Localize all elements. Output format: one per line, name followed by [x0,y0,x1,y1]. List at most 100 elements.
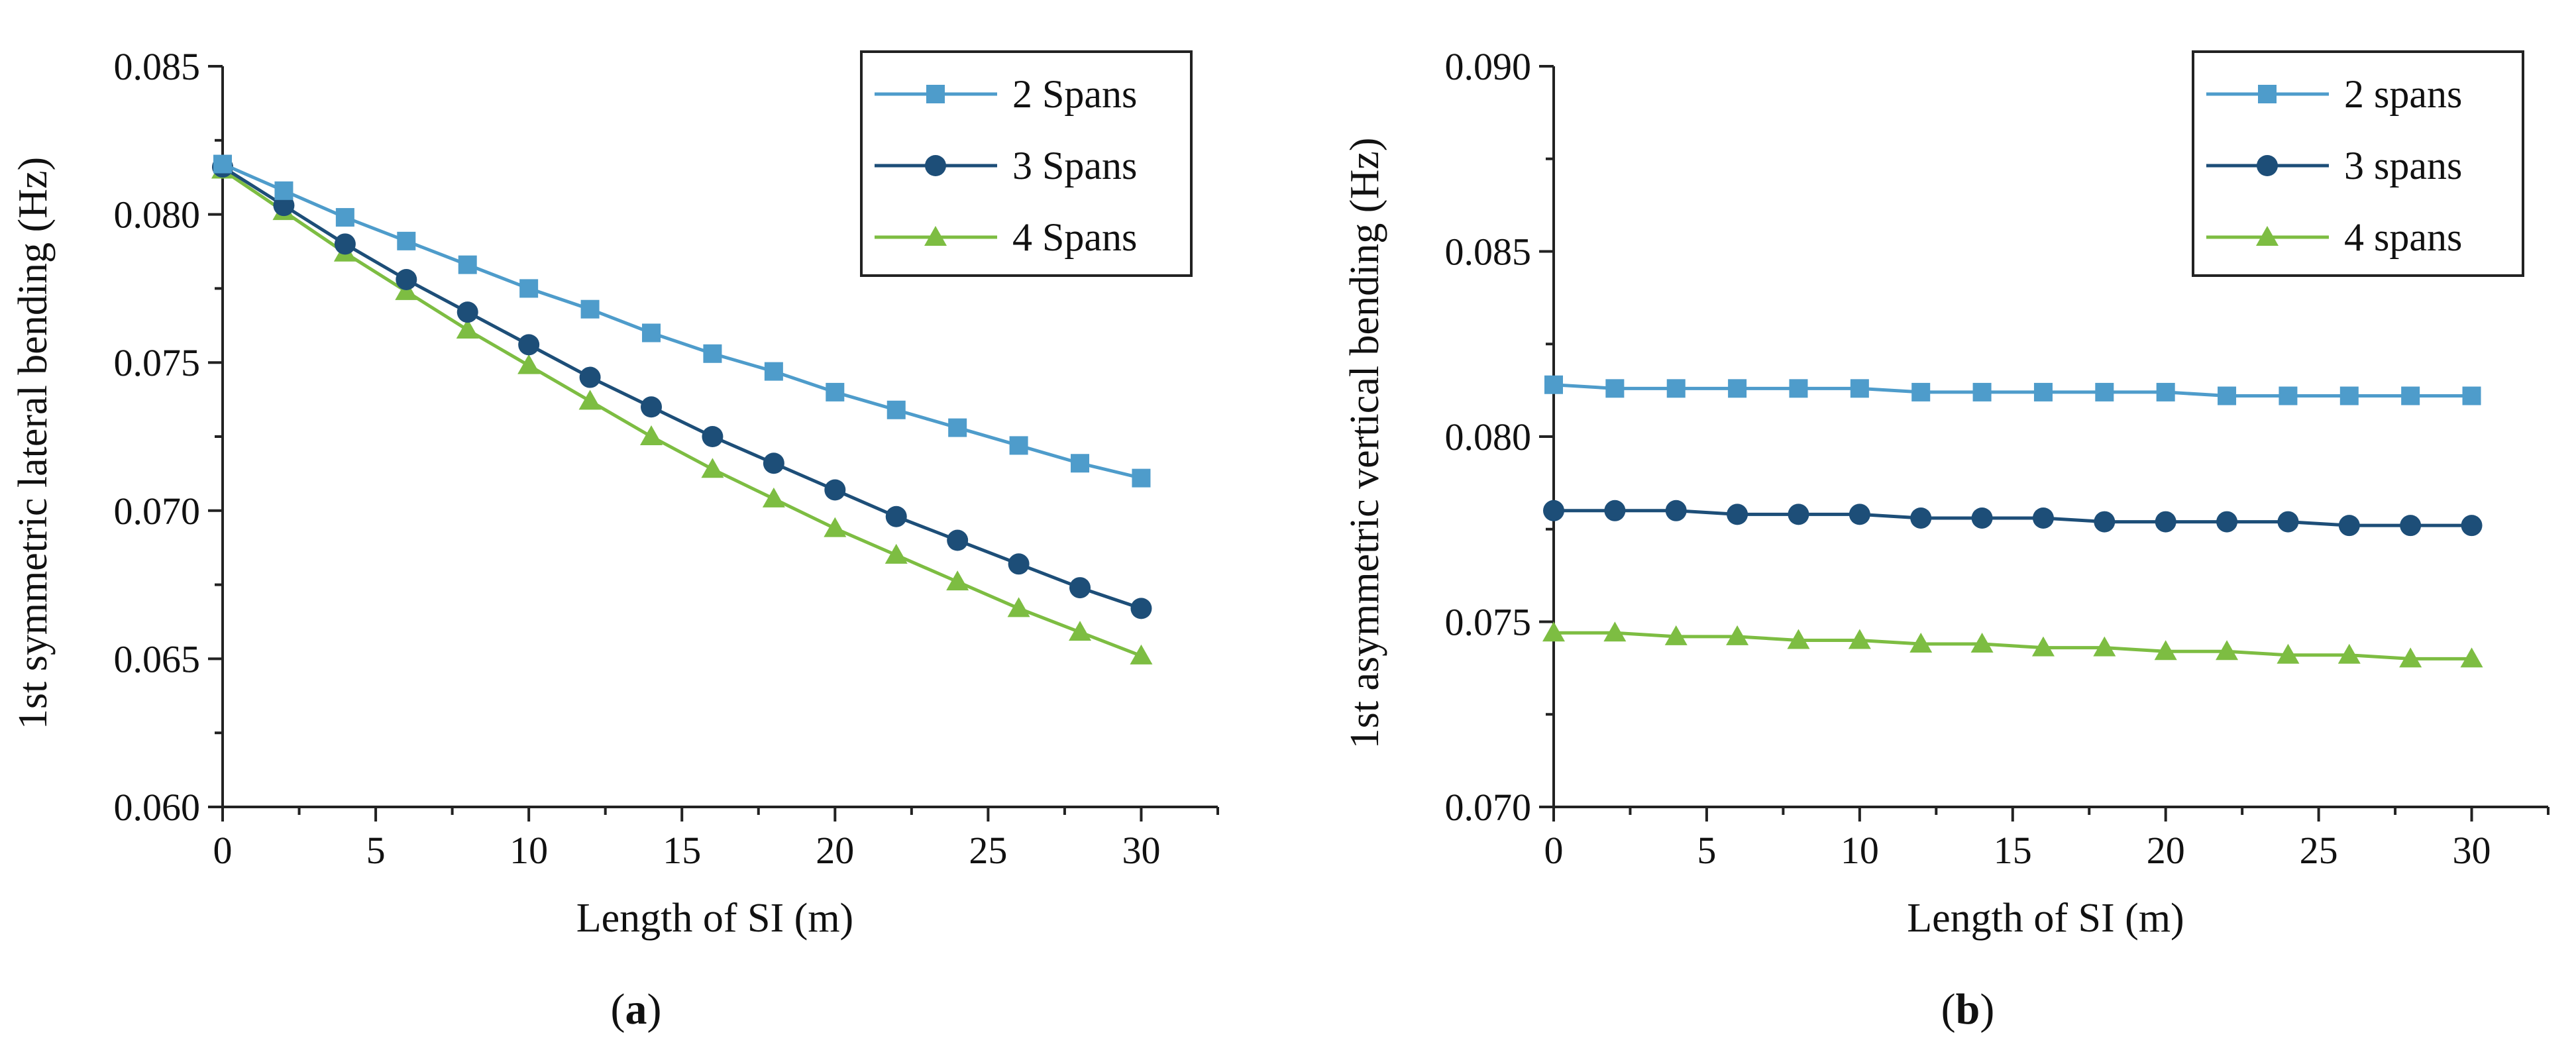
data-point [274,181,294,200]
data-point [1787,629,1810,649]
y-tick-label: 0.070 [1445,786,1532,829]
x-tick-label: 10 [510,829,548,872]
data-point [1008,553,1030,575]
data-point [2277,511,2299,533]
y-tick-label: 0.065 [114,637,201,680]
data-point [1789,379,1808,398]
data-point [2156,382,2175,401]
data-point [2031,636,2055,657]
data-point [2279,386,2298,405]
data-point [1850,379,1869,398]
data-point [826,382,845,401]
data-point [458,255,477,274]
data-point [1007,597,1030,617]
y-axis-title: 1st asymmetric vertical bending (Hz) [1342,138,1387,749]
y-tick-label: 0.080 [1445,415,1532,458]
x-tick-label: 25 [969,829,1007,872]
y-tick-label: 0.070 [114,490,201,533]
y-tick-label: 0.080 [114,193,201,237]
data-point [273,195,295,217]
data-point [640,425,663,445]
data-point [885,543,908,564]
data-point [2337,643,2361,664]
data-point [702,426,724,447]
data-point [1909,633,1933,653]
data-point [1543,500,1564,521]
data-point [1071,454,1090,473]
y-axis-title: 1st symmetric lateral bending (Hz) [11,157,56,729]
data-point [1130,598,1152,619]
data-point [1132,468,1151,488]
y-tick-label: 0.085 [1445,231,1532,274]
data-point [1544,375,1563,394]
panel-caption: (b) [1941,985,1995,1034]
data-point [2338,515,2360,537]
data-point [2339,386,2359,405]
series-triangle [1542,621,2483,668]
data-point [2093,636,2116,657]
data-point [824,479,846,501]
series-line [221,165,1142,610]
data-point [2154,640,2177,661]
data-point [1972,382,1992,401]
x-tick-label: 0 [213,829,233,872]
data-point [579,366,601,388]
data-point [1069,621,1092,641]
x-tick-label: 30 [1122,829,1160,872]
data-point [1971,507,1993,529]
x-tick-label: 0 [1544,829,1564,872]
data-point [1970,633,1994,653]
panel-caption-letter: b [1956,985,1980,1034]
data-point [1664,625,1688,645]
chart-panel-b: 0 5 10 15 20 25 30 0.070 0.075 0.080 0.085 0.090 Len… [1342,45,2549,1034]
data-point [2032,507,2054,529]
data-point [1788,504,1809,525]
x-tick-label: 20 [816,829,854,872]
data-point [2095,382,2114,401]
x-tick-label: 5 [1697,829,1716,872]
data-point [1069,577,1091,599]
series-circle [212,156,1152,619]
legend-label: 2 Spans [1012,72,1137,116]
data-point [578,390,602,410]
series-circle [1543,500,2483,537]
data-point [642,323,661,343]
y-tick-label: 0.090 [1445,45,1532,88]
legend-item: 2 spans [2206,72,2462,116]
data-point [2277,643,2300,664]
data-point [948,418,967,437]
legend-label: 4 Spans [1012,215,1137,259]
legend-marker [2258,85,2277,103]
x-tick-label: 5 [366,829,386,872]
chart-panel-a: 0 5 10 15 20 25 30 0.060 0.065 0.070 0.075 0.080 0.0… [11,45,1219,1034]
legend-item: 3 Spans [875,144,1137,187]
y-tick-label: 0.085 [114,45,201,88]
data-point [885,505,907,527]
y-tick-label: 0.060 [114,786,201,829]
legend-label: 2 spans [2344,72,2462,116]
data-point [2399,647,2422,668]
legend-marker [2256,226,2279,246]
data-point [2094,511,2116,533]
legend-marker [926,85,945,103]
data-point [946,570,969,591]
x-tick-label: 25 [2300,829,2338,872]
data-point [1605,379,1625,398]
y-tick-label: 0.075 [1445,601,1532,644]
data-point [1542,621,1565,642]
panel-caption-letter: a [625,985,647,1034]
x-tick-label: 20 [2147,829,2185,872]
legend-label: 3 spans [2344,144,2462,187]
data-point [519,279,539,298]
data-point [947,529,969,551]
legend-label: 3 Spans [1012,144,1137,187]
data-point [456,301,478,323]
data-point [2216,640,2239,661]
series-square [1544,375,2481,405]
data-point [1848,629,1871,649]
series-line [1554,631,2472,661]
legend-marker [2257,155,2278,176]
panel-caption: (a) [611,985,662,1034]
data-point [334,233,356,255]
